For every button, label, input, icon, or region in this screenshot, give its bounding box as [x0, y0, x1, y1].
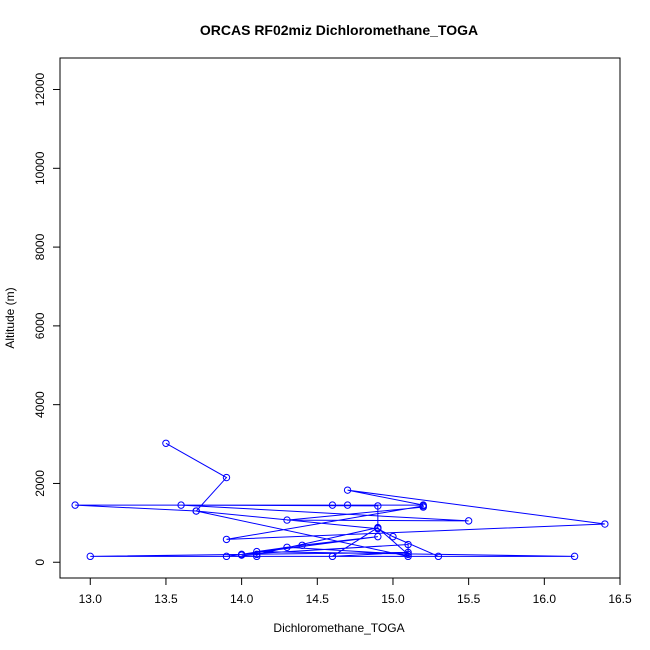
- x-axis-label: Dichloromethane_TOGA: [273, 621, 404, 635]
- data-point: [404, 552, 412, 561]
- data-point: [328, 552, 337, 561]
- y-tick-label: 10000: [33, 151, 47, 185]
- data-point: [222, 473, 231, 482]
- data-point: [343, 501, 352, 509]
- x-axis: 13.0 13.5 14.0 14.5 15.0 15.5 16.0 16.5: [79, 577, 632, 606]
- data-point: [343, 486, 352, 494]
- y-axis-label: Altitude (m): [3, 287, 17, 348]
- data-point: [222, 552, 231, 561]
- data-point: [283, 543, 291, 551]
- data-point: [374, 523, 382, 532]
- data-point: [253, 552, 261, 561]
- data-point: [328, 501, 337, 509]
- data-point: [253, 547, 261, 556]
- data-point: [570, 552, 579, 561]
- data-point: [222, 535, 231, 544]
- x-tick-label: 14.0: [230, 592, 254, 606]
- data-point: [298, 541, 306, 550]
- series-line: [75, 442, 605, 557]
- data-point: [404, 548, 412, 557]
- y-tick-label: 12000: [33, 73, 47, 107]
- x-tick-label: 15.0: [381, 592, 405, 606]
- x-tick-label: 14.5: [306, 592, 330, 606]
- plot-area-frame: [59, 57, 621, 579]
- data-layer: [71, 439, 609, 561]
- data-point: [192, 507, 200, 515]
- data-point: [86, 552, 94, 561]
- data-point: [419, 503, 427, 511]
- data-point: [601, 520, 609, 528]
- y-tick-label: 2000: [33, 470, 47, 497]
- x-tick-label: 13.0: [79, 592, 103, 606]
- data-point: [283, 516, 291, 524]
- data-point: [253, 550, 261, 559]
- y-tick-label: 4000: [33, 391, 47, 418]
- data-point: [177, 501, 185, 509]
- data-point: [162, 439, 170, 447]
- x-tick-label: 16.5: [608, 592, 632, 606]
- data-point: [404, 550, 412, 559]
- data-point: [404, 540, 412, 549]
- data-point: [464, 517, 473, 525]
- data-point: [374, 532, 382, 541]
- y-tick-label: 6000: [33, 312, 47, 339]
- y-tick-label: 8000: [33, 233, 47, 260]
- y-axis: 0 2000 4000 6000 8000 10000 12000: [33, 73, 61, 566]
- data-point: [71, 501, 79, 509]
- y-tick-label: 0: [33, 559, 47, 566]
- x-tick-label: 15.5: [457, 592, 481, 606]
- x-tick-label: 16.0: [533, 592, 557, 606]
- data-point: [434, 552, 443, 561]
- data-point: [237, 551, 246, 559]
- chart-title: ORCAS RF02miz Dichloromethane_TOGA: [200, 22, 478, 38]
- data-point: [374, 502, 382, 510]
- data-point: [389, 532, 397, 541]
- x-tick-label: 13.5: [154, 592, 178, 606]
